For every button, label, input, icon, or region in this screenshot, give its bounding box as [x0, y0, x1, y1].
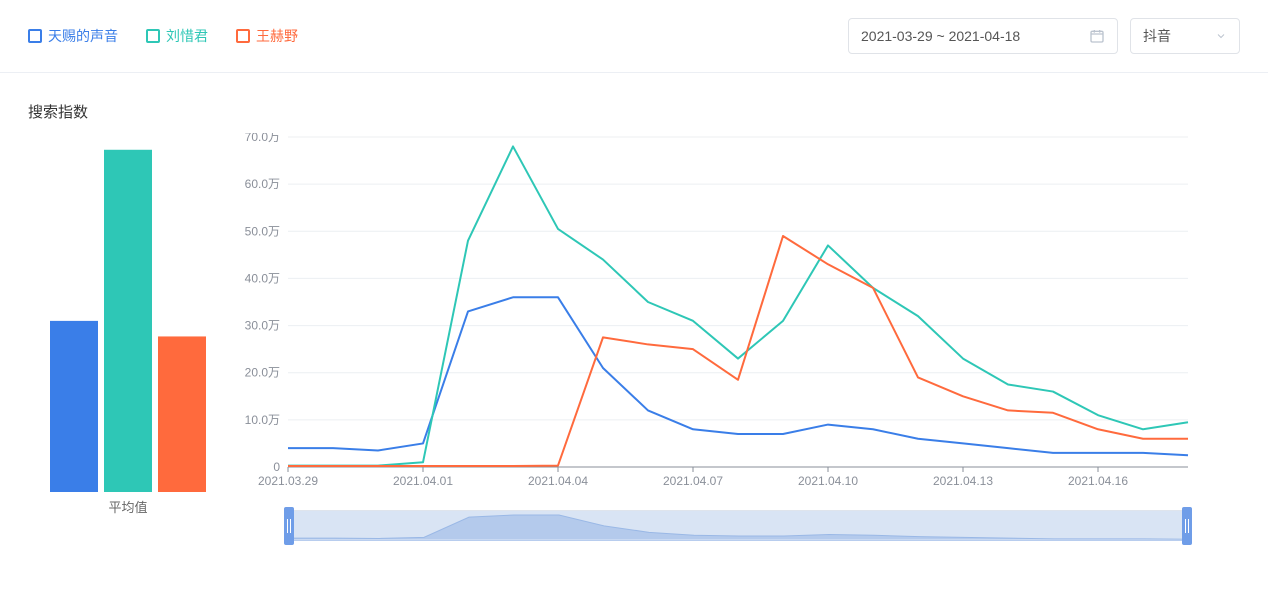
bar-0: [50, 321, 98, 492]
controls: 2021-03-29 ~ 2021-04-18 抖音: [848, 18, 1240, 54]
legend: 天赐的声音 刘惜君 王赫野: [28, 26, 298, 46]
svg-text:2021.04.07: 2021.04.07: [663, 474, 723, 488]
legend-item-0[interactable]: 天赐的声音: [28, 26, 118, 46]
svg-text:40.0万: 40.0万: [245, 271, 280, 285]
legend-label: 刘惜君: [166, 26, 208, 46]
svg-text:2021.04.04: 2021.04.04: [528, 474, 588, 488]
series-line-2: [288, 236, 1188, 466]
svg-text:10.0万: 10.0万: [245, 413, 280, 427]
svg-text:50.0万: 50.0万: [245, 224, 280, 238]
legend-swatch: [236, 29, 250, 43]
svg-text:60.0万: 60.0万: [245, 177, 280, 191]
svg-text:2021.03.29: 2021.03.29: [258, 474, 318, 488]
date-range-text: 2021-03-29 ~ 2021-04-18: [861, 28, 1020, 44]
line-chart-block: 0 10.0万 20.0万 30.0万 40.0万 50.0万 60.0万 70.0万 2021…: [228, 101, 1240, 540]
svg-text:30.0万: 30.0万: [245, 319, 280, 333]
bar-chart-block: 搜索指数 平均值: [28, 101, 228, 540]
legend-item-1[interactable]: 刘惜君: [146, 26, 208, 46]
topbar: 天赐的声音 刘惜君 王赫野 2021-03-29 ~ 2021-04-18 抖音: [0, 0, 1268, 73]
line-chart: 0 10.0万 20.0万 30.0万 40.0万 50.0万 60.0万 70.0万 2021…: [228, 133, 1198, 495]
time-brush[interactable]: [288, 510, 1188, 540]
content: 搜索指数 平均值 0 10.0万 20.0万 30.0万 40.0万 50.0万 60.0万…: [0, 73, 1268, 540]
svg-text:70.0万: 70.0万: [245, 133, 280, 144]
date-range-picker[interactable]: 2021-03-29 ~ 2021-04-18: [848, 18, 1118, 54]
legend-label: 王赫野: [256, 26, 298, 46]
bar-x-label: 平均值: [108, 500, 147, 515]
brush-handle-left[interactable]: [284, 507, 294, 545]
svg-text:2021.04.10: 2021.04.10: [798, 474, 858, 488]
bar-chart: 平均值: [28, 142, 228, 540]
bar-1: [104, 150, 152, 492]
brush-handle-right[interactable]: [1182, 507, 1192, 545]
chevron-down-icon: [1215, 30, 1227, 42]
legend-swatch: [28, 29, 42, 43]
svg-text:20.0万: 20.0万: [245, 366, 280, 380]
svg-text:2021.04.01: 2021.04.01: [393, 474, 453, 488]
platform-dropdown[interactable]: 抖音: [1130, 18, 1240, 54]
legend-item-2[interactable]: 王赫野: [236, 26, 298, 46]
section-title: 搜索指数: [28, 101, 228, 122]
series-line-1: [288, 146, 1188, 465]
bar-2: [158, 336, 206, 492]
calendar-icon: [1089, 28, 1105, 44]
svg-text:2021.04.13: 2021.04.13: [933, 474, 993, 488]
svg-text:2021.04.16: 2021.04.16: [1068, 474, 1128, 488]
legend-label: 天赐的声音: [48, 26, 118, 46]
svg-text:0: 0: [273, 460, 280, 474]
brush-selection: [289, 511, 1187, 539]
series-line-0: [288, 297, 1188, 455]
platform-selected: 抖音: [1143, 26, 1171, 46]
legend-swatch: [146, 29, 160, 43]
